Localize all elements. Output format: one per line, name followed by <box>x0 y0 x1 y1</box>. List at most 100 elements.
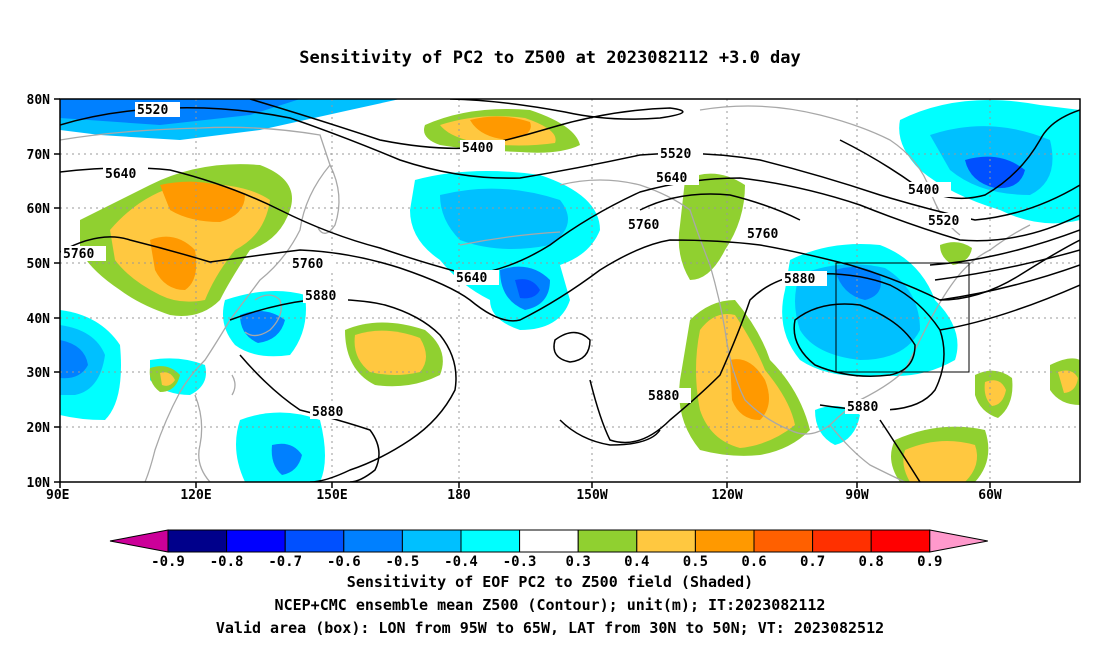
colorbar-swatch <box>343 529 403 553</box>
contour-label: 5520 <box>660 147 691 162</box>
coast-aleutians <box>459 231 561 246</box>
latitude-labels: 80N 70N 60N 50N 40N 30N 20N 10N <box>27 93 51 491</box>
pos-blob-caribbean-yellow <box>903 441 978 482</box>
lat-label: 40N <box>27 312 51 327</box>
lat-label: 60N <box>27 202 51 217</box>
neg-blob-west-edge-core <box>60 340 88 379</box>
lon-label: 120W <box>711 488 742 503</box>
colorbar-swatch <box>401 529 462 553</box>
pos-blob-asia-orange-a <box>160 181 245 222</box>
lon-label: 90E <box>46 488 69 503</box>
contour-east-stack-2 <box>934 249 1080 281</box>
chart-title: Sensitivity of PC2 to Z500 at 2023082112… <box>299 48 801 68</box>
colorbar-swatch <box>577 529 638 553</box>
coast-taiwan <box>231 374 236 396</box>
lat-label: 50N <box>27 257 51 272</box>
pos-blob-canada-green <box>678 173 745 280</box>
neg-blob-south-pacific-core <box>271 443 302 475</box>
contour-5400-east <box>839 109 1080 200</box>
colorbar-label: 0.7 <box>800 554 825 570</box>
colorbar-label: 0.5 <box>683 554 708 570</box>
contour-east-stack-4 <box>939 284 1080 331</box>
lon-label: 150W <box>576 488 607 503</box>
contour-east-stack-3 <box>939 264 1080 301</box>
contour-label: 5760 <box>747 227 778 242</box>
contour-label: 5640 <box>105 167 136 182</box>
tick-marks <box>54 98 991 488</box>
colorbar-label: 0.8 <box>859 554 884 570</box>
contour-label: 5880 <box>847 400 878 415</box>
contour-5880-us-inner <box>793 303 916 377</box>
pos-blob-newfoundland <box>940 242 972 265</box>
colorbar-swatch <box>284 529 345 553</box>
lat-label: 10N <box>27 476 51 491</box>
caption-shaded: Sensitivity of EOF PC2 to Z500 field (Sh… <box>346 573 754 591</box>
colorbar-swatch <box>753 529 814 553</box>
lon-label: 120E <box>180 488 211 503</box>
contour-label: 5520 <box>928 214 959 229</box>
contour-label: 5880 <box>305 289 336 304</box>
pos-blob-china-south-core <box>160 372 175 386</box>
lat-label: 80N <box>27 93 51 108</box>
colorbar: -0.9 -0.8 -0.7 -0.6 -0.5 -0.4 -0.3 0.3 0.4 0.5 0.6… <box>109 529 988 570</box>
contour-canada-bend <box>639 193 801 221</box>
lon-label: 150E <box>316 488 347 503</box>
colorbar-swatch <box>519 529 579 553</box>
coast-kamchatka <box>317 164 340 234</box>
neg-blob-top-right-core <box>965 156 1025 189</box>
pos-blob-asia-orange-b <box>150 236 197 290</box>
colorbar-label: -0.6 <box>327 554 361 570</box>
colorbar-label: -0.5 <box>386 554 420 570</box>
neg-blob-gulf <box>815 406 860 445</box>
colorbar-swatch <box>870 529 931 553</box>
contour-south-central <box>559 419 661 446</box>
contour-labels: 5520 5640 5760 5400 5520 5640 5760 5880 … <box>61 102 971 420</box>
contour-5880-inner <box>239 354 380 482</box>
lon-label: 180 <box>447 488 471 503</box>
coast-japan <box>244 294 282 337</box>
colorbar-swatch <box>460 529 521 553</box>
coast-centralamerica <box>829 424 906 482</box>
pos-blob-aleutian-orange <box>470 116 531 140</box>
pos-blob-westcoast-orange <box>730 359 769 420</box>
pos-blob-midpacific-yellow <box>354 330 426 375</box>
caption-valid-area: Valid area (box): LON from 95W to 65W, L… <box>215 619 885 637</box>
lon-label: 90W <box>845 488 869 503</box>
colorbar-low-end <box>109 529 169 553</box>
contour-label: 5880 <box>648 389 679 404</box>
pos-blob-east-edge-yellow <box>1058 370 1078 393</box>
colorbar-label: 0.9 <box>917 554 942 570</box>
contour-label: 5640 <box>456 271 487 286</box>
colorbar-swatch <box>226 529 286 553</box>
neg-blob-core-dark <box>515 279 540 299</box>
colorbar-swatch <box>167 529 228 553</box>
caption-contour: NCEP+CMC ensemble mean Z500 (Contour); u… <box>274 596 826 614</box>
valid-area-box <box>835 262 970 373</box>
contour-5880-closed-loop <box>553 331 591 363</box>
colorbar-label: -0.9 <box>151 554 185 570</box>
lat-label: 30N <box>27 366 51 381</box>
colorbar-label: 0.3 <box>566 554 591 570</box>
colorbar-label: -0.7 <box>268 554 302 570</box>
colorbar-label: -0.3 <box>503 554 537 570</box>
colorbar-label: 0.4 <box>624 554 649 570</box>
coast-asia <box>60 126 331 482</box>
contour-label: 5400 <box>908 183 939 198</box>
lat-label: 70N <box>27 148 51 163</box>
contour-label: 5880 <box>312 405 343 420</box>
gridlines <box>60 99 1080 482</box>
map-frame <box>59 98 1081 483</box>
coast-canada-north <box>699 105 961 236</box>
contour-label: 5760 <box>628 218 659 233</box>
lat-label: 20N <box>27 421 51 436</box>
colorbar-swatch <box>636 529 696 553</box>
contour-label: 5520 <box>137 103 168 118</box>
contour-label: 5640 <box>656 171 687 186</box>
contour-5520-west <box>60 106 1080 221</box>
lon-label: 60W <box>978 488 1002 503</box>
contour-label: 5400 <box>462 141 493 156</box>
coast-alaska <box>559 179 861 435</box>
colorbar-label: -0.8 <box>210 554 244 570</box>
colorbar-swatch <box>812 529 872 553</box>
